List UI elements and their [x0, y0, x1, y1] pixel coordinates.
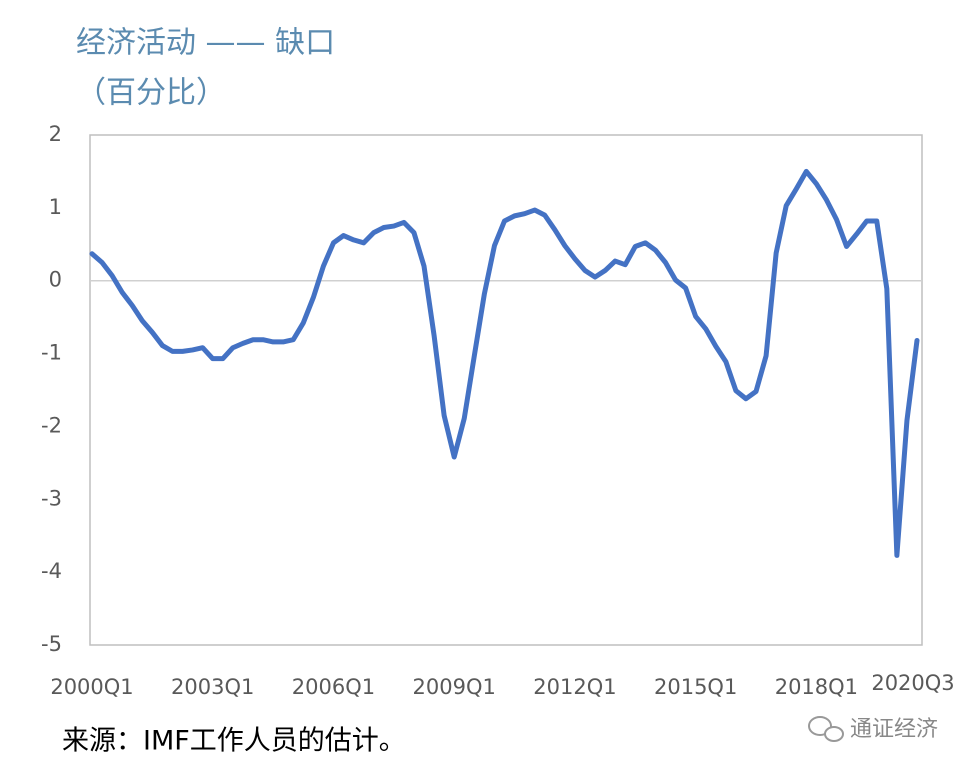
x-tick-label: 2009Q1 — [413, 675, 496, 699]
y-tick-label: -3 — [41, 486, 62, 510]
x-tick-label: 2018Q1 — [775, 675, 858, 699]
x-tick-label: 2012Q1 — [533, 675, 616, 699]
y-tick-label: -1 — [41, 341, 62, 365]
chart-title: 经济活动 —— 缺口 — [76, 26, 335, 61]
x-tick-label: 2015Q1 — [654, 675, 737, 699]
data-line — [89, 168, 920, 558]
x-tick-label: 2006Q1 — [292, 675, 375, 699]
x-tick-label: 2000Q1 — [50, 675, 133, 699]
source-note: 来源：IMF工作人员的估计。 — [62, 726, 406, 757]
chart-subtitle: （百分比） — [76, 76, 226, 111]
y-tick-label: 0 — [49, 268, 62, 292]
watermark-icon — [808, 716, 844, 742]
y-tick-label: -4 — [41, 559, 62, 583]
x-tick-label: 2020Q3 — [871, 671, 954, 695]
y-tick-label: -2 — [41, 413, 62, 437]
y-tick-label: 1 — [49, 195, 62, 219]
watermark: 通证经济 — [850, 717, 938, 742]
y-tick-label: 2 — [49, 122, 62, 146]
y-tick-label: -5 — [41, 632, 62, 656]
plot-frame — [89, 134, 923, 646]
x-tick-label: 2003Q1 — [171, 675, 254, 699]
